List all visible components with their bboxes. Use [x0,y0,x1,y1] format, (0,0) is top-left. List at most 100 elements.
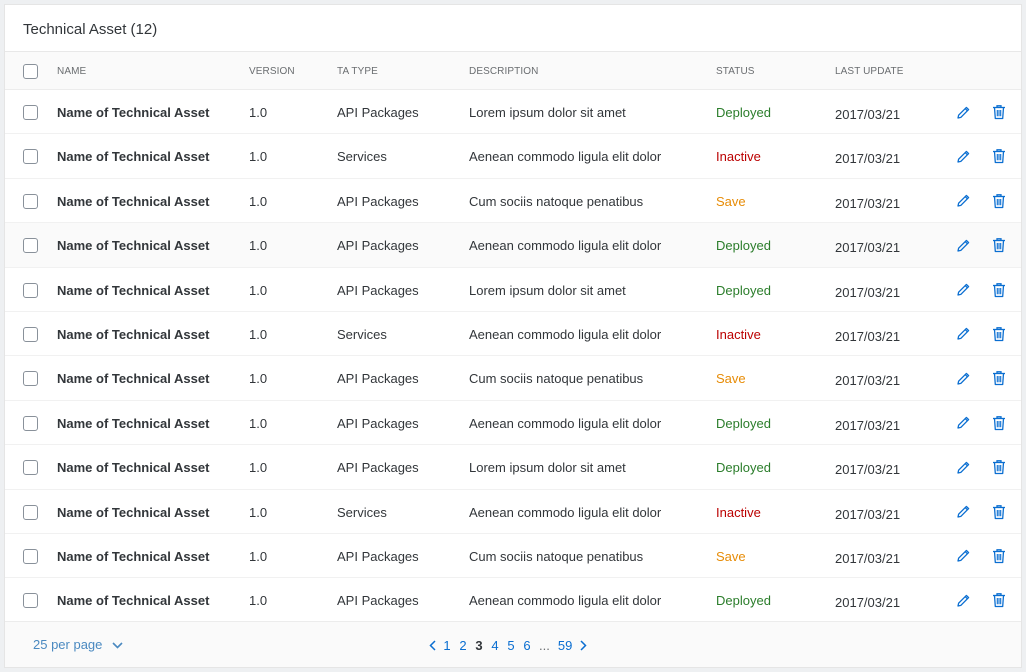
table-row[interactable]: Name of Technical Asset 1.0 API Packages Cu… [5,533,1021,579]
trash-icon[interactable] [990,236,1008,254]
page-link[interactable]: 1 [443,637,451,653]
pencil-icon[interactable] [954,591,972,609]
row-checkbox[interactable] [23,105,38,120]
chevron-right-icon[interactable] [576,637,590,653]
trash-icon[interactable] [990,147,1008,165]
pencil-icon[interactable] [954,236,972,254]
asset-name[interactable]: Name of Technical Asset [57,548,210,564]
pencil-icon[interactable] [954,103,972,121]
table-row[interactable]: Name of Technical Asset 1.0 API Packages Lo… [5,90,1021,135]
asset-name[interactable]: Name of Technical Asset [57,193,210,209]
last-update-date: 2017/03/21 [835,595,901,611]
trash-icon[interactable] [990,591,1008,609]
row-checkbox[interactable] [23,504,38,520]
row-checkbox[interactable] [23,149,38,165]
table-row[interactable]: Name of Technical Asset 1.0 API Packages Ae… [5,578,1021,623]
asset-description: Lorem ipsum dolor sit amet [469,105,626,120]
asset-name[interactable]: Name of Technical Asset [57,282,210,298]
row-checkbox[interactable] [23,326,38,342]
trash-icon[interactable] [990,192,1008,210]
page-link[interactable]: 6 [523,637,531,653]
page-link[interactable]: 5 [507,637,515,653]
asset-version: 1.0 [249,548,268,564]
asset-description: Cum sociis natoque penatibus [469,548,644,564]
asset-name[interactable]: Name of Technical Asset [57,149,210,165]
table-row[interactable]: Name of Technical Asset 1.0 API Packages Lo… [5,445,1021,490]
panel-title: Technical Asset (12) [23,21,158,38]
asset-type: API Packages [337,282,419,298]
page-link[interactable]: 2 [459,637,467,653]
pencil-icon[interactable] [954,281,972,299]
trash-icon[interactable] [990,325,1008,343]
table-row[interactable]: Name of Technical Asset 1.0 API Packages Cu… [5,178,1021,224]
asset-type: Services [337,149,387,165]
status-text: Deployed [716,593,771,609]
asset-version: 1.0 [249,460,268,476]
asset-description: Aenean commodo ligula elit dolor [469,593,662,609]
row-checkbox[interactable] [23,238,38,254]
per-page-select[interactable]: 25 per page [33,622,123,668]
asset-type: API Packages [337,593,419,609]
last-update-date: 2017/03/21 [835,328,901,344]
trash-icon[interactable] [990,458,1008,476]
pencil-icon[interactable] [954,414,972,432]
select-all-checkbox[interactable] [23,64,38,79]
trash-icon[interactable] [990,281,1008,299]
trash-icon[interactable] [990,414,1008,432]
column-header-last-update[interactable]: LAST UPDATE [835,66,904,77]
status-text: Save [716,548,746,564]
column-header-type[interactable]: TA TYPE [337,66,378,77]
status-text: Deployed [716,282,771,298]
chevron-down-icon [112,622,123,668]
trash-icon[interactable] [990,503,1008,521]
last-update-date: 2017/03/21 [835,462,901,478]
asset-name[interactable]: Name of Technical Asset [57,593,210,609]
row-checkbox[interactable] [23,460,38,476]
column-header-name[interactable]: NAME [57,66,87,77]
table-row[interactable]: Name of Technical Asset 1.0 Services Aenean… [5,134,1021,179]
table-row[interactable]: Name of Technical Asset 1.0 Services Aenean… [5,311,1021,357]
asset-type: API Packages [337,548,419,564]
table-header: NAME VERSION TA TYPE DESCRIPTION STATUS … [5,52,1021,90]
asset-name[interactable]: Name of Technical Asset [57,371,210,387]
pencil-icon[interactable] [954,369,972,387]
table-row[interactable]: Name of Technical Asset 1.0 API Packages Cu… [5,356,1021,401]
pencil-icon[interactable] [954,503,972,521]
asset-type: API Packages [337,460,419,476]
row-checkbox[interactable] [23,548,38,564]
trash-icon[interactable] [990,547,1008,565]
row-checkbox[interactable] [23,282,38,298]
row-checkbox[interactable] [23,371,38,387]
asset-version: 1.0 [249,326,268,342]
column-header-version[interactable]: VERSION [249,66,295,77]
trash-icon[interactable] [990,369,1008,387]
asset-name[interactable]: Name of Technical Asset [57,460,210,476]
trash-icon[interactable] [990,103,1008,121]
asset-name[interactable]: Name of Technical Asset [57,504,210,520]
page-link[interactable]: 3 [475,637,483,653]
pencil-icon[interactable] [954,192,972,210]
page-link[interactable]: 4 [491,637,499,653]
asset-version: 1.0 [249,504,268,520]
page-link[interactable]: 59 [557,637,573,653]
column-header-description[interactable]: DESCRIPTION [469,66,539,77]
pencil-icon[interactable] [954,325,972,343]
asset-name[interactable]: Name of Technical Asset [57,326,210,342]
pencil-icon[interactable] [954,547,972,565]
status-text: Deployed [716,238,771,254]
row-checkbox[interactable] [23,415,38,431]
asset-name[interactable]: Name of Technical Asset [57,415,210,431]
column-header-status[interactable]: STATUS [716,66,755,77]
table-row[interactable]: Name of Technical Asset 1.0 API Packages Lo… [5,267,1021,312]
asset-name[interactable]: Name of Technical Asset [57,105,210,120]
pencil-icon[interactable] [954,458,972,476]
table-row[interactable]: Name of Technical Asset 1.0 Services Aenean… [5,489,1021,534]
chevron-left-icon[interactable] [425,637,439,653]
pencil-icon[interactable] [954,147,972,165]
row-checkbox[interactable] [23,193,38,209]
asset-name[interactable]: Name of Technical Asset [57,238,210,254]
table-row[interactable]: Name of Technical Asset 1.0 API Packages Ae… [5,223,1021,268]
table-row[interactable]: Name of Technical Asset 1.0 API Packages Ae… [5,400,1021,446]
row-checkbox[interactable] [23,593,38,609]
asset-description: Lorem ipsum dolor sit amet [469,460,626,476]
